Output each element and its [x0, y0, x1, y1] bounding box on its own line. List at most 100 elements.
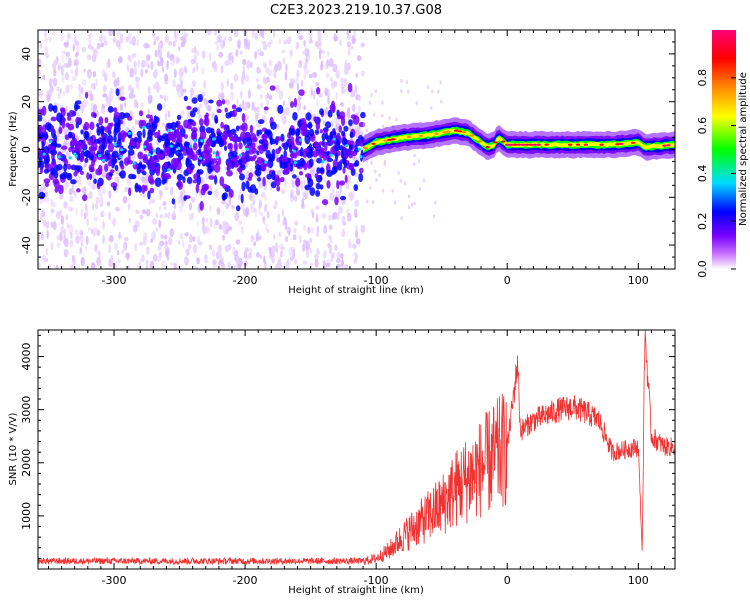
heatmap-ridge-peak [615, 143, 620, 146]
heatmap-noise-cell [60, 65, 64, 76]
heatmap-band-cell [304, 134, 311, 145]
heatmap-noise-cell [189, 213, 192, 221]
heatmap-band-cell [336, 109, 340, 117]
heatmap-band-cell [256, 157, 263, 164]
heatmap-noise-cell [158, 41, 163, 51]
heatmap-noise-cell [413, 153, 416, 158]
snr-series-line [38, 330, 675, 566]
heatmap-band-cell [70, 179, 77, 185]
heatmap-noise-cell [259, 212, 264, 217]
heatmap-noise-cell [108, 91, 114, 102]
heatmap-noise-cell [55, 264, 59, 269]
heatmap-band-cell [197, 169, 204, 175]
heatmap-noise-cell [249, 61, 253, 69]
heatmap-noise-cell [89, 93, 94, 102]
heatmap-noise-cell [142, 209, 147, 215]
heatmap-noise-cell [273, 30, 276, 38]
heatmap-noise-cell [56, 86, 60, 92]
heatmap-noise-cell [179, 204, 183, 213]
heatmap-noise-cell [44, 37, 48, 43]
heatmap-noise-cell [161, 66, 165, 72]
heatmap-noise-cell [220, 92, 225, 101]
heatmap-noise-cell [305, 57, 308, 65]
heatmap-band-cell [315, 182, 321, 190]
heatmap-band-cell [322, 199, 329, 206]
heatmap-noise-cell [378, 173, 381, 178]
heatmap-band-cell [211, 132, 216, 138]
heatmap-band-cell [192, 142, 198, 151]
heatmap-noise-cell [292, 234, 297, 241]
heatmap-noise-cell [213, 191, 216, 195]
heatmap-noise-cell [405, 80, 409, 85]
heatmap-band-cell [191, 121, 197, 127]
heatmap-noise-cell [143, 42, 149, 49]
heatmap-ridge-peak [493, 141, 498, 144]
heatmap-noise-cell [102, 220, 105, 230]
heatmap-noise-cell [189, 202, 192, 211]
heatmap-noise-cell [308, 73, 313, 79]
heatmap-band-cell [82, 139, 86, 148]
spectrogram-ytick-label: -40 [20, 236, 33, 254]
heatmap-band-cell [332, 131, 337, 136]
heatmap-band-cell [84, 157, 89, 163]
heatmap-band-cell [227, 151, 235, 160]
heatmap-noise-cell [235, 51, 239, 57]
heatmap-noise-cell [40, 212, 43, 217]
heatmap-noise-cell [38, 233, 41, 242]
heatmap-noise-cell [102, 186, 106, 195]
heatmap-noise-cell [407, 194, 411, 199]
heatmap-noise-cell [259, 254, 262, 259]
heatmap-noise-cell [437, 89, 440, 94]
heatmap-noise-cell [82, 186, 87, 195]
heatmap-noise-cell [355, 84, 358, 94]
heatmap-noise-cell [95, 78, 98, 87]
snr-ytick-label: 3000 [20, 396, 33, 424]
heatmap-noise-cell [175, 56, 181, 64]
heatmap-band-cell [179, 127, 186, 138]
heatmap-band-cell [126, 160, 134, 165]
heatmap-noise-cell [100, 42, 105, 48]
heatmap-ridge-peak [453, 129, 459, 132]
heatmap-ridge-peak [442, 131, 447, 134]
heatmap-noise-cell [218, 224, 223, 230]
heatmap-noise-cell [440, 99, 443, 104]
colorbar-tick-label: 0.8 [696, 69, 709, 87]
heatmap-noise-cell [393, 200, 397, 205]
heatmap-noise-cell [45, 221, 50, 229]
heatmap-noise-cell [316, 247, 319, 253]
heatmap-noise-cell [192, 80, 196, 88]
heatmap-noise-cell [399, 178, 402, 183]
heatmap-noise-cell [328, 224, 333, 231]
heatmap-noise-cell [193, 265, 198, 269]
heatmap-band-cell [299, 147, 304, 157]
heatmap-noise-cell [52, 68, 57, 77]
heatmap-band-cell [141, 171, 147, 176]
heatmap-noise-cell [352, 37, 357, 44]
heatmap-noise-cell [88, 227, 91, 232]
heatmap-band-cell [104, 150, 110, 157]
colorbar: 0.0 0.2 0.4 0.6 0.8 Normalized spectral ampl… [696, 30, 749, 278]
heatmap-noise-cell [430, 106, 433, 110]
heatmap-noise-cell [218, 252, 223, 261]
heatmap-noise-cell [245, 39, 248, 49]
heatmap-noise-cell [68, 188, 73, 196]
heatmap-noise-cell [241, 225, 244, 234]
heatmap-noise-cell [164, 94, 167, 103]
heatmap-noise-cell [290, 189, 294, 199]
heatmap-noise-cell [56, 235, 61, 241]
heatmap-band-cell [133, 136, 139, 143]
heatmap-noise-cell [320, 60, 324, 70]
heatmap-noise-cell [298, 60, 302, 69]
colorbar-tick-label: 0.2 [696, 212, 709, 230]
heatmap-noise-cell [280, 189, 286, 195]
heatmap-noise-cell [67, 57, 72, 68]
heatmap-band-cell [224, 107, 228, 113]
heatmap-peak-cell [98, 153, 102, 158]
heatmap-noise-cell [327, 214, 333, 221]
heatmap-noise-cell [51, 31, 57, 36]
heatmap-noise-cell [137, 58, 141, 68]
heatmap-noise-cell [309, 37, 312, 42]
heatmap-noise-cell [113, 242, 118, 251]
heatmap-band-cell [136, 130, 143, 138]
heatmap-noise-cell [88, 35, 92, 45]
